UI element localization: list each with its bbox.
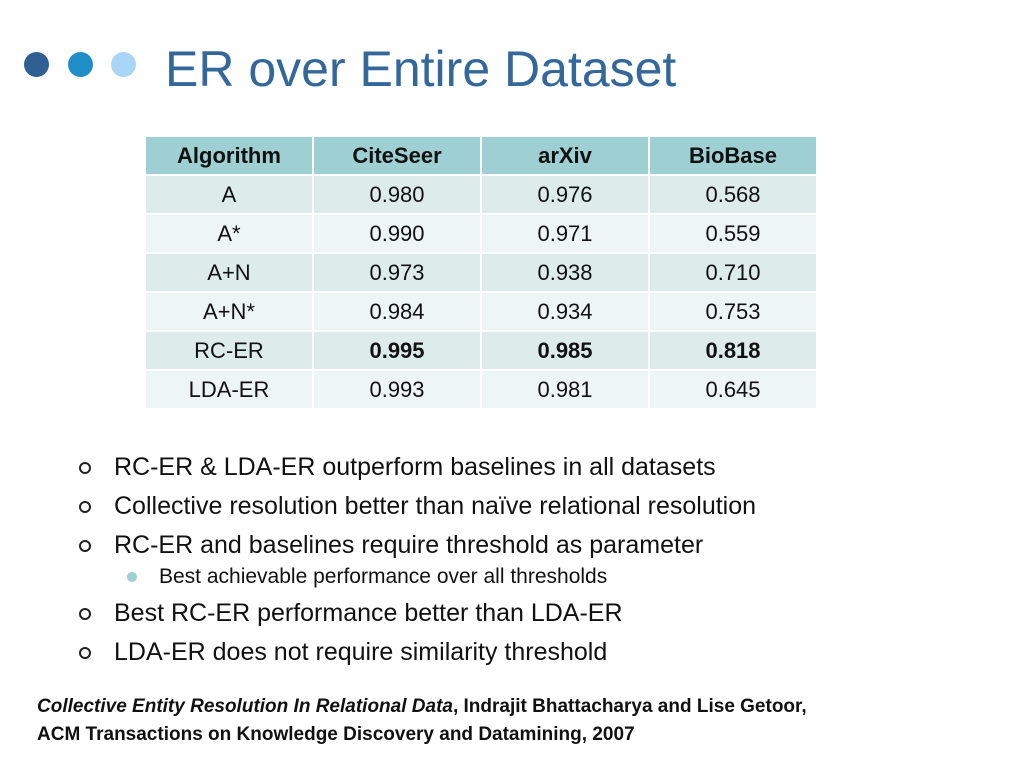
sub-bullet-item: Best achievable performance over all thr… — [76, 562, 756, 592]
citation-authors: , Indrajit Bhattacharya and Lise Getoor, — [452, 696, 807, 717]
bullet-text: Collective resolution better than naïve … — [114, 492, 757, 520]
results-table: Algorithm CiteSeer arXiv BioBase A 0.980… — [144, 135, 818, 410]
cell-biobase: 0.753 — [650, 293, 816, 330]
cell-biobase: 0.645 — [650, 371, 816, 408]
dot-medium-icon — [68, 52, 93, 77]
cell-citeseer: 0.990 — [314, 215, 480, 252]
hollow-circle-bullet-icon — [79, 647, 91, 659]
bullet-item: Collective resolution better than naïve … — [76, 487, 756, 526]
dot-dark-icon — [24, 52, 49, 77]
cell-biobase: 0.559 — [650, 215, 816, 252]
hollow-circle-bullet-icon — [79, 462, 91, 474]
cell-arxiv: 0.938 — [482, 254, 648, 291]
bullet-text: RC-ER & LDA-ER outperform baselines in a… — [114, 453, 716, 481]
cell-arxiv: 0.934 — [482, 293, 648, 330]
cell-biobase: 0.710 — [650, 254, 816, 291]
cell-citeseer: 0.973 — [314, 254, 480, 291]
table-row: LDA-ER 0.993 0.981 0.645 — [146, 371, 816, 408]
cell-biobase: 0.568 — [650, 176, 816, 213]
cell-algorithm: LDA-ER — [146, 371, 312, 408]
table-row: RC-ER 0.995 0.985 0.818 — [146, 332, 816, 369]
citation-title: Collective Entity Resolution In Relation… — [37, 696, 453, 717]
slide-title: ER over Entire Dataset — [165, 41, 677, 97]
cell-citeseer: 0.984 — [314, 293, 480, 330]
table-row: A+N 0.973 0.938 0.710 — [146, 254, 816, 291]
dot-light-icon — [111, 52, 136, 77]
bullet-item: LDA-ER does not require similarity thres… — [76, 633, 756, 672]
cell-algorithm: RC-ER — [146, 332, 312, 369]
header-arxiv: arXiv — [482, 137, 648, 174]
table-row: A+N* 0.984 0.934 0.753 — [146, 293, 816, 330]
bullet-text: Best RC-ER performance better than LDA-E… — [114, 599, 623, 627]
bullet-item: RC-ER and baselines require threshold as… — [76, 526, 756, 565]
table-row: A 0.980 0.976 0.568 — [146, 176, 816, 213]
cell-algorithm: A+N — [146, 254, 312, 291]
header-biobase: BioBase — [650, 137, 816, 174]
header-citeseer: CiteSeer — [314, 137, 480, 174]
bullet-list: RC-ER & LDA-ER outperform baselines in a… — [76, 448, 756, 672]
cell-arxiv: 0.981 — [482, 371, 648, 408]
citation: Collective Entity Resolution In Relation… — [37, 693, 997, 749]
cell-algorithm: A+N* — [146, 293, 312, 330]
cell-citeseer: 0.993 — [314, 371, 480, 408]
cell-algorithm: A — [146, 176, 312, 213]
bullet-text: LDA-ER does not require similarity thres… — [114, 638, 608, 666]
cell-arxiv-best: 0.985 — [482, 332, 648, 369]
table-row: A* 0.990 0.971 0.559 — [146, 215, 816, 252]
cell-citeseer-best: 0.995 — [314, 332, 480, 369]
table-header-row: Algorithm CiteSeer arXiv BioBase — [146, 137, 816, 174]
sub-bullet-text: Best achievable performance over all thr… — [159, 565, 608, 588]
bullet-text: RC-ER and baselines require threshold as… — [114, 531, 704, 559]
cell-algorithm: A* — [146, 215, 312, 252]
hollow-circle-bullet-icon — [79, 501, 91, 513]
cell-arxiv: 0.971 — [482, 215, 648, 252]
hollow-circle-bullet-icon — [79, 608, 91, 620]
hollow-circle-bullet-icon — [79, 540, 91, 552]
cell-arxiv: 0.976 — [482, 176, 648, 213]
citation-line-1: Collective Entity Resolution In Relation… — [37, 693, 997, 721]
citation-line-2: ACM Transactions on Knowledge Discovery … — [37, 724, 635, 745]
filled-circle-bullet-icon — [127, 572, 137, 582]
header-algorithm: Algorithm — [146, 137, 312, 174]
bullet-item: Best RC-ER performance better than LDA-E… — [76, 594, 756, 633]
cell-citeseer: 0.980 — [314, 176, 480, 213]
bullet-item: RC-ER & LDA-ER outperform baselines in a… — [76, 448, 756, 487]
cell-biobase-best: 0.818 — [650, 332, 816, 369]
